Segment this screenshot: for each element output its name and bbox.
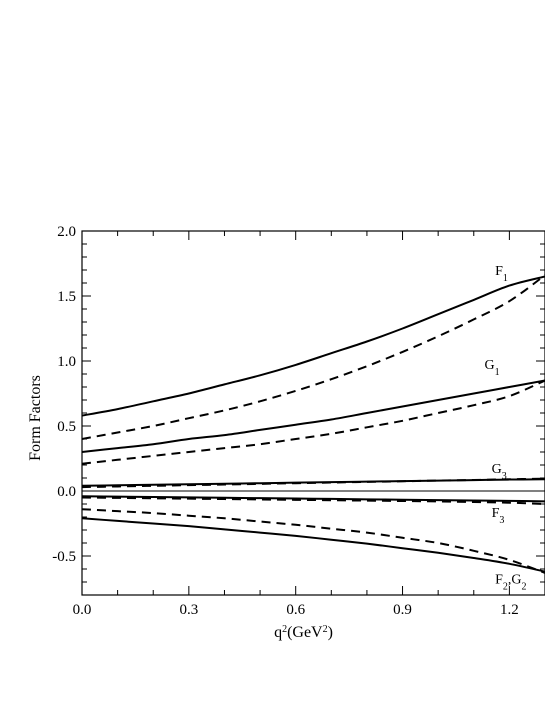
curve-label-subscript: 3 <box>502 470 507 481</box>
series-line-6-dashed <box>81 477 545 489</box>
series-line-10-dashed <box>81 508 545 574</box>
y-axis-title: Form Factors <box>27 375 44 461</box>
ticks-layer <box>81 230 545 596</box>
y-tick-label: -0.5 <box>52 549 76 565</box>
curve-label-subscript: 3 <box>499 515 504 526</box>
x-axis-title-part: ) <box>328 624 333 641</box>
curve-label-main: ,G <box>508 572 522 587</box>
curve-label-subscript: 1 <box>495 366 500 377</box>
labels-layer: 0.0 0.3 0.6 0.9 1.22.01.51.00.50.0-0.5q2(GeV… <box>27 224 527 641</box>
x-tick-label: 0.0 <box>73 602 92 618</box>
curve-label-subscript: 2 <box>503 581 508 592</box>
y-tick-label: 0.0 <box>57 484 76 500</box>
y-tick-label: 2.0 <box>57 224 76 240</box>
y-tick-label: 1.0 <box>57 354 76 370</box>
curve-label-subscript: 1 <box>503 273 508 284</box>
plot-frame-layer <box>81 230 545 596</box>
curve-label-F2G2: F2,G2 <box>495 572 526 592</box>
curve-label-main: F <box>495 572 503 587</box>
series-line-9-solid <box>81 517 545 573</box>
x-axis-title-part: (GeV <box>287 624 323 641</box>
series-line-7-solid <box>81 495 545 503</box>
series-line-3-solid <box>81 379 545 453</box>
curve-label-F3: F3 <box>492 506 505 526</box>
curve-label-G3: G3 <box>492 462 507 482</box>
curve-label-main: F <box>492 506 500 521</box>
curve-label-subscript: 2 <box>522 581 527 592</box>
y-tick-label: 0.5 <box>57 419 76 435</box>
x-tick-label: 0.9 <box>393 602 412 618</box>
series-line-8-dashed <box>81 496 545 505</box>
x-axis-title-superscript: 2 <box>323 624 328 635</box>
y-tick-label: 1.5 <box>57 289 76 305</box>
curves-layer <box>81 274 545 574</box>
x-axis-title-superscript: 2 <box>282 624 287 635</box>
series-line-4-dashed <box>81 379 545 465</box>
curve-label-main: G <box>484 358 494 373</box>
curve-label-main: G <box>492 462 502 477</box>
series-line-2-dashed <box>81 274 545 440</box>
series-line-1-solid <box>81 275 545 417</box>
x-tick-label: 1.2 <box>500 602 519 618</box>
plot-frame <box>81 230 545 596</box>
curve-label-F1: F1 <box>495 264 508 284</box>
x-tick-label: 0.6 <box>286 602 305 618</box>
curve-label-main: F <box>495 264 503 279</box>
x-axis-title-part: q <box>274 624 282 641</box>
x-axis-title: q2(GeV2) <box>274 624 333 642</box>
x-tick-label: 0.3 <box>179 602 198 618</box>
curve-label-G1: G1 <box>484 358 499 378</box>
